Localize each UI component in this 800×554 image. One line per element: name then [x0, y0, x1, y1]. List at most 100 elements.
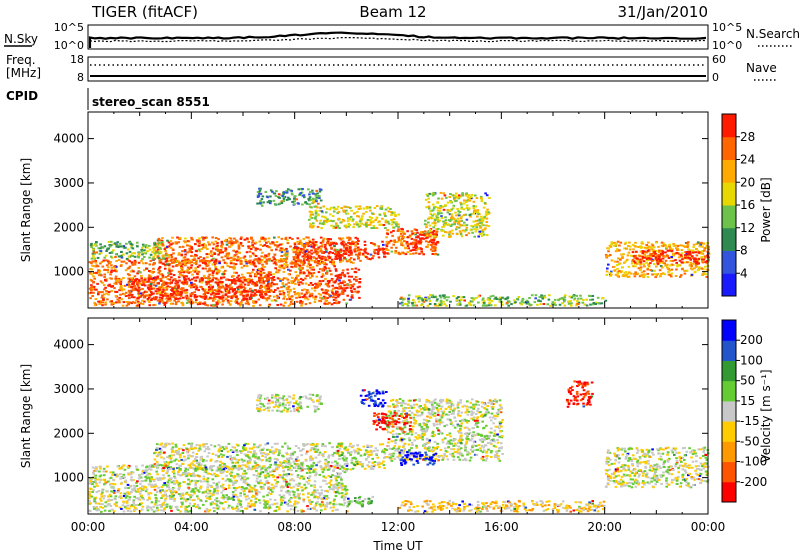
power-cell — [247, 247, 251, 250]
power-cell — [216, 244, 219, 247]
power-cell — [212, 276, 215, 279]
power-cell — [684, 251, 687, 254]
power-cell — [341, 282, 344, 285]
power-cell — [366, 219, 370, 221]
power-cell — [280, 243, 284, 246]
power-cell — [272, 262, 276, 265]
power-cell — [698, 242, 701, 245]
power-cell — [327, 252, 331, 255]
power-cell — [98, 302, 101, 305]
power-cell — [470, 197, 473, 200]
power-cell — [299, 247, 303, 250]
power-cell — [235, 239, 238, 242]
power-cell — [558, 297, 562, 300]
power-cell — [263, 297, 266, 300]
power-cell — [605, 270, 609, 273]
power-cell — [330, 241, 334, 244]
power-cell — [668, 249, 671, 252]
power-cell — [254, 294, 258, 297]
power-cell — [686, 254, 689, 257]
power-cell — [487, 225, 491, 228]
power-cell — [184, 295, 188, 298]
power-cell — [178, 279, 181, 282]
power-cell — [433, 237, 436, 240]
power-cell — [306, 243, 309, 245]
power-cell — [465, 224, 469, 227]
power-cell — [324, 289, 328, 291]
power-cell — [113, 287, 116, 290]
power-cell — [179, 297, 182, 300]
power-cell — [225, 289, 229, 292]
power-cell — [551, 301, 555, 304]
power-cell — [197, 289, 200, 292]
power-cell — [196, 240, 199, 243]
power-cell — [305, 291, 309, 294]
power-cell — [272, 192, 276, 195]
power-cell — [341, 269, 345, 272]
velocity-cell — [313, 486, 316, 489]
power-cell — [130, 261, 134, 264]
power-cell — [230, 286, 233, 289]
power-cell — [215, 301, 219, 304]
velocity-cell — [170, 491, 173, 494]
power-cell — [90, 262, 93, 265]
power-cell — [346, 244, 349, 247]
power-cell — [260, 293, 263, 296]
power-cell — [472, 200, 476, 203]
power-cell — [324, 216, 327, 219]
velocity-cell — [118, 467, 121, 470]
power-cell — [431, 233, 435, 236]
power-cell — [525, 302, 529, 305]
power-cell — [312, 222, 315, 225]
power-cell — [612, 244, 616, 247]
power-cell — [303, 246, 306, 249]
power-cell — [141, 243, 145, 246]
power-cell — [170, 256, 174, 258]
power-cell — [448, 233, 451, 236]
power-cell — [322, 295, 326, 298]
velocity-cell — [109, 476, 113, 479]
power-cell — [397, 225, 400, 228]
velocity-cell — [152, 479, 156, 482]
velocity-cell — [337, 476, 341, 479]
power-cell — [591, 303, 595, 306]
power-cell — [96, 265, 100, 268]
power-cell — [174, 298, 178, 300]
power-cell — [159, 251, 163, 254]
power-cell — [658, 261, 662, 264]
power-cell — [412, 249, 416, 251]
power-cell — [665, 254, 669, 257]
power-cell — [326, 289, 329, 292]
velocity-cell — [287, 473, 290, 476]
power-cell — [634, 241, 637, 244]
power-cell — [184, 237, 187, 240]
power-cell — [412, 246, 415, 249]
power-cell — [218, 301, 221, 304]
velocity-cell — [120, 465, 124, 468]
power-cell — [677, 253, 681, 256]
power-cell — [197, 248, 201, 251]
power-cell — [573, 297, 577, 300]
power-cell — [459, 233, 463, 236]
velocity-cell — [298, 477, 302, 480]
power-cell — [588, 295, 592, 298]
power-cell — [104, 259, 108, 262]
power-cell — [182, 289, 185, 292]
power-cell — [276, 271, 280, 274]
power-cell — [123, 293, 126, 296]
velocity-cell — [221, 477, 225, 480]
power-cell — [141, 299, 144, 302]
power-cell — [476, 212, 480, 215]
power-cell — [161, 244, 164, 247]
power-cell — [683, 269, 686, 272]
power-cell — [482, 206, 486, 209]
power-cell — [367, 224, 370, 226]
power-cell — [421, 237, 424, 240]
power-cell — [653, 269, 656, 272]
power-cell — [167, 245, 171, 248]
power-cell — [255, 280, 259, 283]
power-cell — [148, 263, 152, 266]
power-cell — [155, 243, 158, 246]
power-cell — [480, 197, 483, 200]
power-cell — [137, 261, 141, 264]
